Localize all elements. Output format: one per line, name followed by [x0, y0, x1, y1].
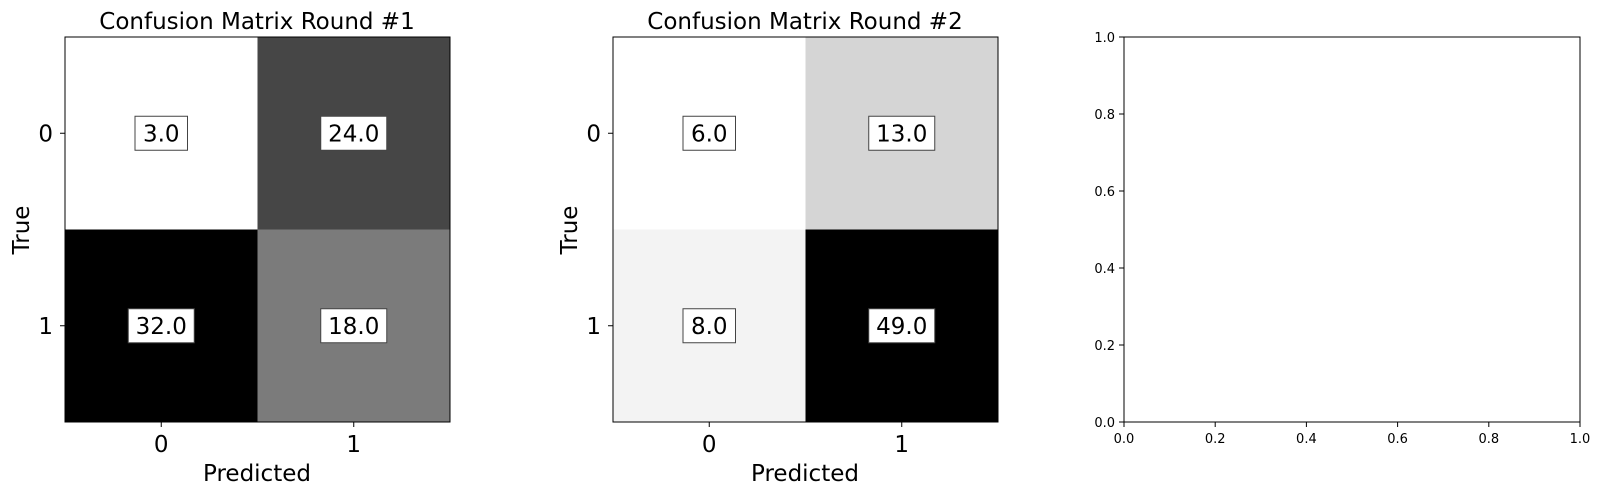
x-axis-ticks: 0.0 0.2 0.4 0.6 0.8 1.0 — [1114, 422, 1591, 447]
y-axis-label: True — [557, 206, 583, 256]
x-tick-label: 0 — [702, 432, 717, 458]
y-tick-label: 0.8 — [1094, 108, 1115, 123]
cell-value-label: 8.0 — [691, 314, 728, 340]
cell-value-box — [127, 308, 195, 344]
y-tick-label: 0.4 — [1094, 262, 1115, 277]
y-tick-label: 1 — [586, 314, 601, 340]
y-tick-label: 0 — [38, 121, 53, 147]
x-tick-label: 1 — [346, 432, 361, 458]
cell-value-box — [320, 308, 388, 344]
y-axis-ticks: 01 — [586, 121, 613, 340]
cell-value-box — [320, 115, 388, 151]
axes-frame — [612, 36, 999, 423]
cell-value-box — [868, 308, 936, 344]
chart-title: Confusion Matrix Round #1 — [99, 9, 414, 35]
x-tick-label: 1.0 — [1570, 432, 1591, 447]
axes-frame — [1123, 36, 1581, 423]
y-tick-label: 1.0 — [1094, 31, 1115, 46]
cell-value-label: 3.0 — [143, 121, 180, 147]
cell-value-label: 6.0 — [691, 121, 728, 147]
x-tick-label: 0.2 — [1205, 432, 1226, 447]
chart-title: Confusion Matrix Round #2 — [647, 9, 962, 35]
y-tick-label: 0.6 — [1094, 185, 1115, 200]
y-tick-label: 0 — [586, 121, 601, 147]
y-tick-label: 0.2 — [1094, 339, 1115, 354]
cell-value-box — [682, 115, 736, 151]
confusion-matrix-panel-1: Confusion Matrix Round #1 3.0 24.0 32.0 18.… — [9, 9, 451, 487]
x-tick-label: 0 — [154, 432, 169, 458]
x-tick-label: 0.4 — [1296, 432, 1317, 447]
cell-value-label: 32.0 — [136, 314, 187, 340]
y-tick-label: 1 — [38, 314, 53, 340]
empty-axes-panel: 0.0 0.2 0.4 0.6 0.8 1.0 0.0 0.2 0.4 0.6 0.8 1.0 — [1094, 31, 1590, 447]
cell-value-label: 13.0 — [876, 121, 927, 147]
heatmap-cells: 3.0 24.0 32.0 18.0 — [65, 37, 450, 422]
y-tick-label: 0.0 — [1094, 416, 1115, 431]
cell-value-box — [682, 308, 736, 344]
cell-value-label: 18.0 — [328, 314, 379, 340]
y-axis-label: True — [9, 206, 35, 256]
cell-value-label: 24.0 — [328, 121, 379, 147]
x-tick-label: 0.8 — [1478, 432, 1499, 447]
y-axis-ticks: 0.0 0.2 0.4 0.6 0.8 1.0 — [1094, 31, 1124, 431]
cell-value-label: 49.0 — [876, 314, 927, 340]
confusion-matrix-panel-2: Confusion Matrix Round #2 6.0 13.0 8.0 49.0… — [557, 9, 999, 487]
x-tick-label: 0.0 — [1114, 432, 1135, 447]
x-tick-label: 0.6 — [1387, 432, 1408, 447]
y-axis-ticks: 01 — [38, 121, 65, 340]
x-tick-label: 1 — [894, 432, 909, 458]
cell-value-box — [134, 115, 188, 151]
cell-value-box — [868, 115, 936, 151]
axes-frame — [64, 36, 451, 423]
x-axis-label: Predicted — [751, 461, 859, 487]
heatmap-cells: 6.0 13.0 8.0 49.0 — [613, 37, 998, 422]
x-axis-label: Predicted — [203, 461, 311, 487]
